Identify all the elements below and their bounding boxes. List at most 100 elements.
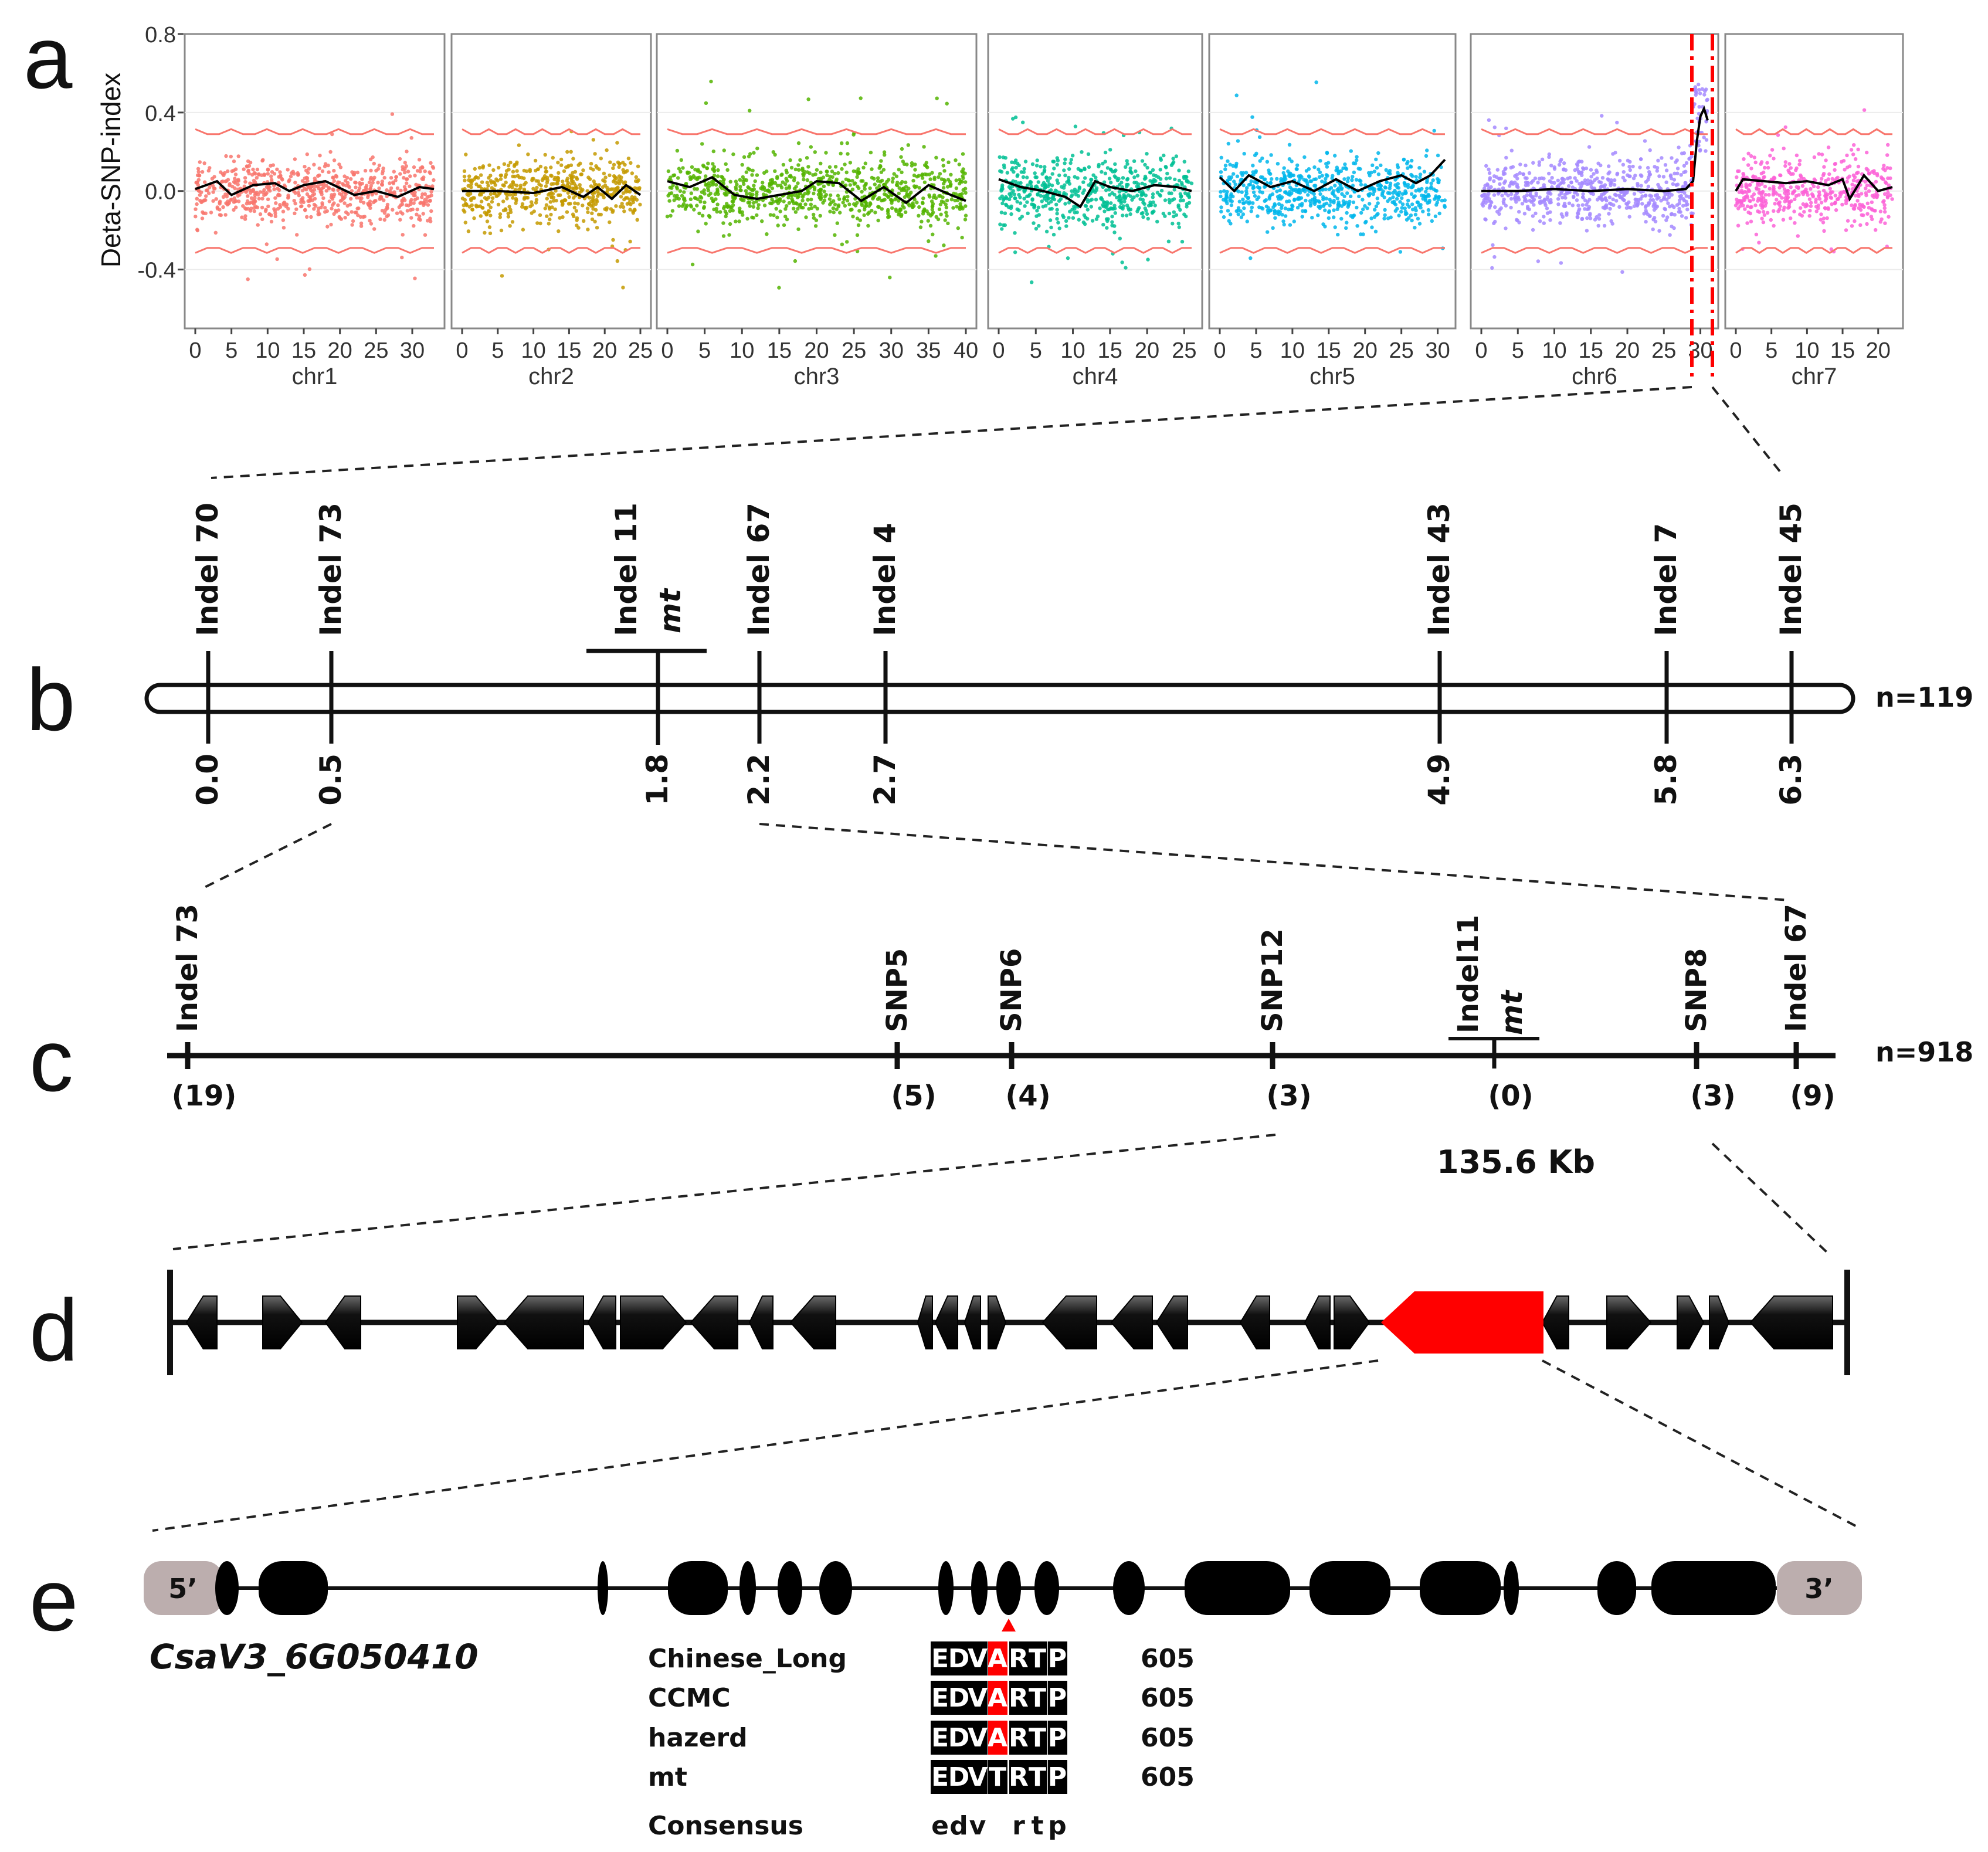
snp-point — [1007, 197, 1012, 201]
snp-point — [1812, 155, 1817, 160]
snp-point — [1300, 202, 1304, 206]
snp-point — [1267, 168, 1271, 172]
snp-point — [1258, 159, 1262, 163]
snp-point — [320, 169, 325, 174]
snp-point — [1017, 208, 1021, 212]
snp-point — [1375, 166, 1379, 170]
snp-point — [960, 235, 964, 240]
snp-point — [812, 216, 816, 220]
snp-point — [1515, 177, 1519, 181]
snp-point — [1101, 203, 1105, 207]
snp-point — [879, 159, 883, 163]
snp-point — [922, 145, 926, 149]
snp-point — [1269, 153, 1273, 157]
snp-point — [1273, 203, 1277, 208]
snp-point — [920, 176, 925, 180]
snp-point — [1663, 163, 1668, 167]
snp-point — [1592, 172, 1596, 176]
snp-point — [1151, 195, 1155, 199]
snp-point — [206, 168, 211, 173]
snp-point — [1388, 184, 1392, 188]
snp-point — [921, 201, 925, 205]
snp-point — [1066, 256, 1070, 260]
snp-point — [793, 259, 798, 263]
exon — [1309, 1561, 1390, 1615]
snp-point — [1090, 219, 1095, 223]
snp-point — [1504, 226, 1508, 230]
snp-point — [1501, 186, 1505, 190]
snp-point — [429, 209, 433, 213]
x-tick-label: 30 — [879, 338, 904, 363]
snp-point — [1515, 184, 1519, 189]
snp-point — [1292, 219, 1296, 223]
snp-point — [591, 203, 595, 208]
trend-line — [195, 179, 435, 198]
snp-point — [895, 181, 900, 185]
snp-point — [1776, 209, 1780, 213]
snp-point — [420, 195, 424, 199]
snp-point — [1228, 162, 1232, 167]
snp-point — [1480, 202, 1484, 206]
snp-point — [1567, 201, 1572, 205]
snp-point — [724, 162, 728, 166]
snp-point — [1318, 170, 1322, 174]
snp-point — [1536, 259, 1541, 263]
snp-point — [609, 193, 613, 197]
snp-point — [610, 210, 615, 214]
snp-point — [1395, 206, 1399, 211]
snp-point — [1643, 194, 1648, 198]
snp-point — [1488, 176, 1492, 180]
snp-point — [637, 186, 642, 190]
snp-point — [700, 142, 704, 146]
snp-point — [1083, 215, 1088, 219]
snp-point — [1226, 141, 1230, 146]
snp-point — [886, 212, 890, 216]
snp-point — [687, 171, 691, 175]
snp-point — [1112, 230, 1117, 235]
snp-point — [1806, 193, 1810, 197]
exon — [971, 1561, 988, 1615]
snp-point — [297, 194, 301, 198]
snp-point — [1664, 218, 1668, 222]
snp-point — [1167, 211, 1172, 216]
snp-point — [774, 206, 778, 211]
snp-point — [476, 176, 480, 180]
snp-point — [1597, 217, 1602, 221]
snp-point — [1783, 164, 1787, 168]
snp-point — [961, 152, 965, 156]
residue: A — [988, 1683, 1007, 1713]
snp-point — [945, 213, 949, 218]
snp-point — [918, 225, 923, 229]
snp-point — [255, 167, 260, 172]
snp-point — [1128, 169, 1132, 174]
snp-point — [252, 209, 256, 213]
snp-point — [1890, 197, 1894, 201]
snp-point — [1703, 89, 1707, 93]
snp-point — [1001, 223, 1006, 228]
snp-point — [384, 208, 388, 212]
snp-point — [1887, 183, 1891, 188]
snp-point — [1339, 204, 1344, 208]
gene-arrow — [1709, 1295, 1730, 1349]
snp-point — [1057, 226, 1061, 230]
snp-point — [551, 192, 555, 196]
snp-point — [703, 192, 707, 196]
snp-point — [1108, 148, 1112, 152]
snp-point — [1093, 190, 1097, 194]
snp-point — [1850, 182, 1854, 186]
snp-point — [1583, 207, 1587, 211]
snp-point — [1079, 168, 1084, 173]
snp-point — [793, 167, 798, 172]
snp-point — [852, 202, 856, 206]
snp-point — [1858, 202, 1862, 206]
mutation-arrowhead — [1002, 1619, 1016, 1631]
snp-point — [899, 181, 903, 186]
snp-point — [1067, 175, 1071, 180]
snp-point — [564, 165, 568, 169]
snp-point — [1522, 212, 1527, 216]
snp-point — [1380, 191, 1385, 195]
snp-point — [511, 169, 515, 174]
snp-point — [711, 199, 715, 203]
snp-point — [463, 186, 467, 191]
snp-point — [355, 195, 359, 200]
